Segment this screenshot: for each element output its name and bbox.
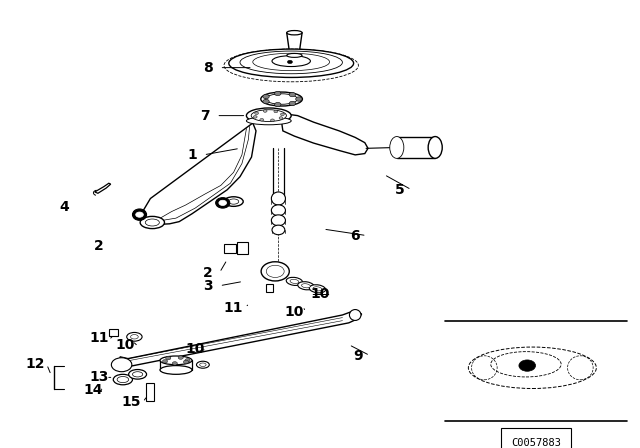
Ellipse shape	[224, 197, 243, 207]
Ellipse shape	[229, 49, 354, 78]
Ellipse shape	[113, 375, 132, 385]
Ellipse shape	[252, 110, 287, 121]
Circle shape	[263, 95, 269, 99]
Circle shape	[275, 103, 281, 107]
Ellipse shape	[309, 285, 326, 293]
Ellipse shape	[132, 372, 143, 377]
Circle shape	[219, 200, 227, 206]
Polygon shape	[118, 310, 362, 367]
Text: 6: 6	[350, 228, 360, 242]
Ellipse shape	[428, 137, 442, 158]
Text: 11: 11	[224, 301, 243, 314]
Polygon shape	[95, 183, 111, 193]
Text: 11: 11	[90, 331, 109, 345]
Ellipse shape	[286, 277, 303, 285]
Ellipse shape	[246, 117, 291, 125]
Bar	[146, 383, 154, 401]
Circle shape	[260, 118, 264, 121]
Circle shape	[184, 360, 189, 364]
Polygon shape	[237, 242, 248, 254]
Circle shape	[253, 116, 257, 118]
Text: 10: 10	[285, 305, 304, 319]
Circle shape	[280, 113, 284, 116]
Ellipse shape	[129, 370, 147, 379]
Text: 15: 15	[122, 395, 141, 409]
Ellipse shape	[228, 199, 239, 204]
Text: 7: 7	[200, 108, 210, 123]
Circle shape	[163, 360, 168, 363]
Bar	[397, 137, 435, 158]
Ellipse shape	[272, 225, 285, 235]
Circle shape	[274, 110, 278, 113]
Ellipse shape	[240, 51, 342, 74]
Text: 10: 10	[186, 342, 205, 356]
Polygon shape	[282, 113, 368, 155]
Ellipse shape	[290, 280, 299, 284]
Ellipse shape	[261, 92, 303, 106]
Circle shape	[185, 358, 190, 362]
Text: C0057883: C0057883	[511, 439, 561, 448]
Text: 10: 10	[115, 338, 134, 352]
Circle shape	[166, 356, 171, 360]
Ellipse shape	[216, 198, 230, 208]
Ellipse shape	[196, 361, 209, 368]
Text: 8: 8	[203, 60, 213, 75]
Text: 10: 10	[310, 288, 330, 302]
Ellipse shape	[253, 53, 330, 71]
Polygon shape	[141, 123, 256, 225]
Circle shape	[178, 356, 183, 359]
Ellipse shape	[117, 376, 129, 383]
Ellipse shape	[271, 215, 285, 226]
Text: 4: 4	[59, 200, 69, 214]
Circle shape	[172, 362, 177, 365]
Ellipse shape	[145, 219, 159, 226]
Ellipse shape	[200, 363, 206, 366]
Ellipse shape	[271, 205, 285, 216]
Ellipse shape	[349, 310, 361, 320]
Circle shape	[519, 360, 536, 371]
Circle shape	[287, 60, 292, 64]
Circle shape	[136, 212, 143, 217]
Ellipse shape	[298, 282, 314, 290]
Text: 5: 5	[395, 183, 405, 197]
Text: 9: 9	[353, 349, 364, 362]
Circle shape	[263, 99, 269, 103]
Ellipse shape	[272, 56, 310, 67]
Ellipse shape	[131, 335, 138, 339]
Circle shape	[271, 119, 275, 121]
Circle shape	[279, 116, 283, 119]
Text: 13: 13	[90, 370, 109, 384]
Ellipse shape	[160, 356, 192, 365]
Ellipse shape	[301, 284, 310, 288]
Text: 2: 2	[203, 266, 213, 280]
Circle shape	[289, 101, 296, 106]
Circle shape	[111, 358, 132, 372]
Circle shape	[255, 112, 259, 115]
Polygon shape	[109, 329, 118, 336]
Ellipse shape	[266, 94, 298, 104]
Ellipse shape	[132, 209, 147, 220]
Ellipse shape	[287, 53, 302, 57]
Ellipse shape	[140, 216, 164, 228]
Text: 3: 3	[203, 279, 213, 293]
Text: 14: 14	[83, 383, 102, 397]
Ellipse shape	[390, 137, 404, 158]
Text: 2: 2	[94, 240, 104, 254]
Circle shape	[275, 91, 281, 96]
Circle shape	[266, 265, 284, 277]
Circle shape	[261, 262, 289, 281]
Text: 12: 12	[26, 358, 45, 371]
Ellipse shape	[160, 366, 192, 375]
Circle shape	[289, 92, 296, 97]
Ellipse shape	[287, 30, 302, 35]
Ellipse shape	[127, 332, 142, 341]
Ellipse shape	[313, 287, 322, 291]
Circle shape	[296, 97, 302, 101]
Text: 1: 1	[187, 148, 197, 162]
Polygon shape	[266, 284, 273, 292]
Ellipse shape	[271, 192, 285, 205]
Polygon shape	[224, 244, 236, 253]
Circle shape	[263, 110, 267, 112]
Ellipse shape	[246, 108, 291, 123]
